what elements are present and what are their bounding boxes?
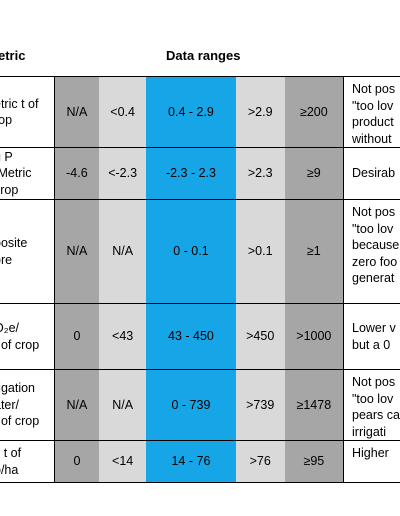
range-cell: <0.4 — [99, 76, 147, 148]
data-ranges-header: Data ranges — [166, 48, 241, 63]
range-cell: 14 - 76 — [146, 440, 236, 483]
range-cell: 0 — [54, 303, 100, 370]
note-cell: Desirab — [343, 147, 400, 200]
metric-cell: posite ore — [0, 199, 55, 304]
metric-cell: c t of p/ha — [0, 440, 55, 483]
note-cell: Higher — [343, 440, 400, 483]
range-cell: ≥1 — [284, 199, 344, 304]
range-cell: >450 — [235, 303, 285, 370]
data-ranges-table: etric t ofropN/A<0.40.4 - 2.9>2.9≥200Not… — [0, 76, 400, 483]
range-cell: N/A — [54, 199, 100, 304]
note-cell: Not pos "too lov pears ca irrigati — [343, 369, 400, 441]
note-line: product — [352, 115, 394, 129]
range-cell: N/A — [99, 199, 147, 304]
note-cell: Not pos "too lov product without — [343, 76, 400, 148]
note-line: because — [352, 238, 400, 252]
range-cell: -2.3 - 2.3 — [146, 147, 236, 200]
note-line: Lower v — [352, 321, 396, 335]
metric-line: p/ha — [0, 462, 19, 477]
note-line: "too lov — [352, 221, 394, 236]
range-cell: 0 - 739 — [146, 369, 236, 441]
range-cell: 0 — [54, 440, 100, 483]
range-cell: -4.6 — [54, 147, 100, 200]
note-cell: Not pos "too lov because zero foo generat — [343, 199, 400, 304]
table-row: etric t ofropN/A<0.40.4 - 2.9>2.9≥200Not… — [0, 76, 400, 148]
note-line: without — [352, 131, 392, 146]
note-line: Higher — [352, 446, 389, 460]
range-cell: ≥9 — [284, 147, 344, 200]
range-cell: ≥1478 — [284, 369, 344, 441]
note-line: "too lov — [352, 98, 394, 113]
note-line: zero foo — [352, 254, 398, 269]
note-line: Desirab — [352, 166, 396, 181]
range-cell: 43 - 450 — [146, 303, 236, 370]
metric-line: ater/ — [0, 397, 20, 412]
metric-line: /Metric — [0, 166, 32, 181]
metric-line: t of crop — [0, 337, 40, 352]
range-cell: >739 — [235, 369, 285, 441]
range-cell: <-2.3 — [99, 147, 147, 200]
metric-line: c t of — [0, 446, 22, 460]
note-line: Not pos — [352, 205, 396, 219]
note-line: "too lov — [352, 391, 394, 406]
note-line: generat — [352, 271, 395, 285]
note-line: but a 0 — [352, 337, 391, 352]
range-cell: <14 — [99, 440, 147, 483]
metric-line: ore — [0, 252, 13, 267]
metric-cell: g P/Metriccrop — [0, 147, 55, 200]
note-line: pears ca — [352, 408, 400, 422]
range-cell: N/A — [99, 369, 147, 441]
metric-line: crop — [0, 182, 19, 197]
range-cell: <43 — [99, 303, 147, 370]
metric-line: rigation — [0, 381, 35, 396]
range-cell: N/A — [54, 369, 100, 441]
metric-cell: etric t of rop — [0, 76, 55, 148]
metric-line: g P — [0, 149, 13, 164]
metric-line: etric t of — [0, 96, 39, 111]
range-cell: >2.9 — [235, 76, 285, 148]
range-cell: N/A — [54, 76, 100, 148]
range-cell: ≥95 — [284, 440, 344, 483]
range-cell: 0 - 0.1 — [146, 199, 236, 304]
range-cell: 0.4 - 2.9 — [146, 76, 236, 148]
metric-cell: rigationater/t of crop — [0, 369, 55, 441]
range-cell: >76 — [235, 440, 285, 483]
note-line: Not pos — [352, 82, 396, 96]
range-cell: >0.1 — [235, 199, 285, 304]
metric-line: posite — [0, 236, 28, 250]
table-row: g P/Metriccrop-4.6<-2.3-2.3 - 2.3>2.3≥9D… — [0, 147, 400, 200]
range-cell: ≥200 — [284, 76, 344, 148]
range-cell: >1000 — [284, 303, 344, 370]
range-cell: >2.3 — [235, 147, 285, 200]
note-cell: Lower v but a 0 — [343, 303, 400, 370]
metric-column-header: etric — [0, 48, 26, 63]
metric-line: rop — [0, 113, 13, 127]
metric-cell: O₂e/t of crop — [0, 303, 55, 370]
note-line: irrigati — [352, 424, 387, 439]
metric-line: O₂e/ — [0, 321, 19, 335]
metric-line: t of crop — [0, 414, 40, 429]
note-line: Not pos — [352, 375, 396, 389]
